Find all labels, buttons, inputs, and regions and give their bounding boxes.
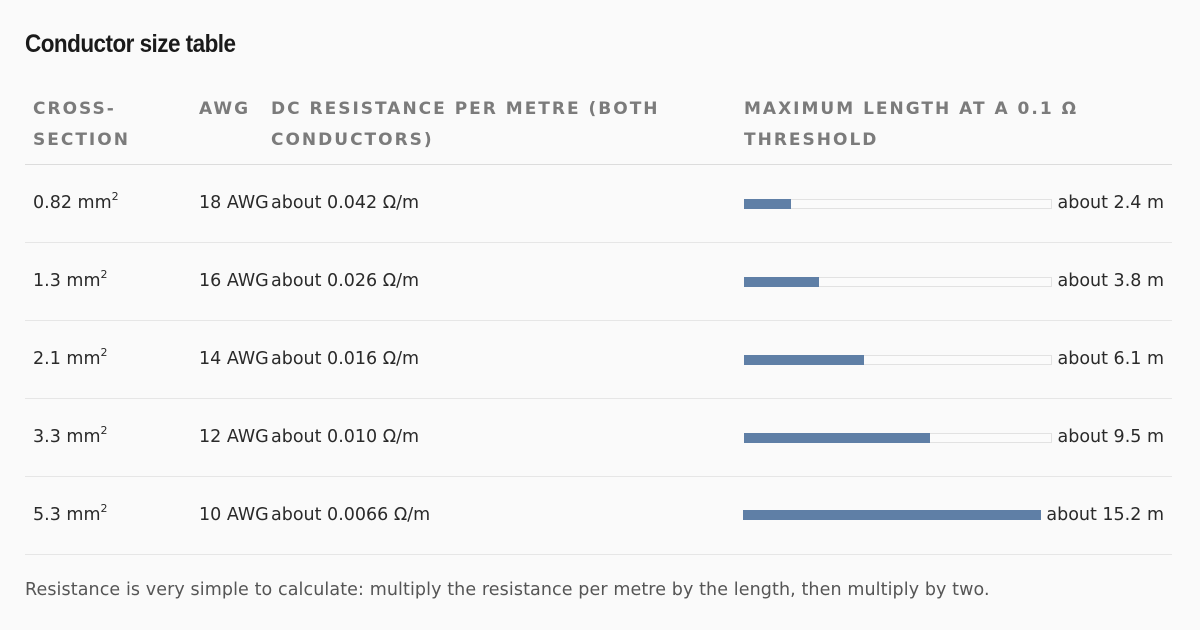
cell-awg: 18 AWG bbox=[199, 164, 271, 243]
cell-max-length: about 6.1 m bbox=[744, 320, 1172, 399]
length-bar-group: about 3.8 m bbox=[744, 266, 1164, 297]
table-row: 1.3 mm2 16 AWG about 0.026 Ω/m about 3.8 m bbox=[25, 242, 1172, 321]
table-header-row: Cross-section AWG DC resistance per metr… bbox=[25, 86, 1172, 165]
area-unit-exponent: 2 bbox=[100, 502, 108, 515]
cell-resistance: about 0.026 Ω/m bbox=[271, 242, 744, 321]
header-awg: AWG bbox=[199, 86, 271, 165]
header-dc-resistance: DC resistance per metre (both conductors… bbox=[271, 86, 744, 165]
cell-cross-section: 5.3 mm2 bbox=[25, 476, 199, 555]
cross-section-value: 1.3 mm bbox=[33, 271, 101, 291]
length-bar-fill bbox=[744, 354, 864, 365]
length-bar-label: about 15.2 m bbox=[1046, 505, 1164, 525]
table-row: 3.3 mm2 12 AWG about 0.010 Ω/m about 9.5 m bbox=[25, 398, 1172, 477]
cell-awg: 10 AWG bbox=[199, 476, 271, 555]
length-bar-group: about 9.5 m bbox=[744, 422, 1164, 453]
table-row: 2.1 mm2 14 AWG about 0.016 Ω/m about 6.1 m bbox=[25, 320, 1172, 399]
table-row: 0.82 mm2 18 AWG about 0.042 Ω/m about 2.4 m bbox=[25, 164, 1172, 243]
length-bar-fill bbox=[743, 509, 1041, 520]
cell-cross-section: 3.3 mm2 bbox=[25, 398, 199, 477]
cell-resistance: about 0.0066 Ω/m bbox=[271, 476, 744, 555]
cell-cross-section: 1.3 mm2 bbox=[25, 242, 199, 321]
table-row: 5.3 mm2 10 AWG about 0.0066 Ω/m about 15.2 … bbox=[25, 476, 1172, 555]
length-bar-fill bbox=[744, 198, 791, 209]
length-bar-track bbox=[743, 509, 1042, 521]
length-bar-fill bbox=[744, 432, 930, 443]
cell-resistance: about 0.016 Ω/m bbox=[271, 320, 744, 399]
area-unit-exponent: 2 bbox=[100, 346, 108, 359]
cell-awg: 12 AWG bbox=[199, 398, 271, 477]
length-bar-group: about 2.4 m bbox=[744, 188, 1164, 219]
cell-max-length: about 2.4 m bbox=[744, 164, 1172, 243]
cell-resistance: about 0.042 Ω/m bbox=[271, 164, 744, 243]
cell-cross-section: 2.1 mm2 bbox=[25, 320, 199, 399]
cross-section-value: 0.82 mm bbox=[33, 193, 112, 213]
cell-resistance: about 0.010 Ω/m bbox=[271, 398, 744, 477]
length-bar-fill bbox=[744, 276, 819, 287]
footnote: Resistance is very simple to calculate: … bbox=[25, 580, 990, 600]
cell-cross-section: 0.82 mm2 bbox=[25, 164, 199, 243]
cross-section-value: 5.3 mm bbox=[33, 505, 101, 525]
cell-max-length: about 15.2 m bbox=[743, 476, 1172, 555]
cross-section-value: 3.3 mm bbox=[33, 427, 101, 447]
cross-section-value: 2.1 mm bbox=[33, 349, 101, 369]
cell-max-length: about 3.8 m bbox=[744, 242, 1172, 321]
length-bar-label: about 3.8 m bbox=[1057, 271, 1165, 291]
length-bar-track bbox=[744, 276, 1052, 287]
header-cross-section: Cross-section bbox=[25, 86, 199, 165]
area-unit-exponent: 2 bbox=[100, 424, 108, 437]
table-body: 0.82 mm2 18 AWG about 0.042 Ω/m about 2.4 m… bbox=[25, 164, 1172, 555]
area-unit-exponent: 2 bbox=[111, 190, 119, 203]
length-bar-label: about 2.4 m bbox=[1057, 193, 1165, 213]
cell-max-length: about 9.5 m bbox=[744, 398, 1172, 477]
length-bar-label: about 6.1 m bbox=[1057, 349, 1165, 369]
length-bar-track bbox=[744, 354, 1052, 365]
length-bar-group: about 6.1 m bbox=[744, 344, 1164, 375]
cell-awg: 16 AWG bbox=[199, 242, 271, 321]
cell-awg: 14 AWG bbox=[199, 320, 271, 399]
length-bar-label: about 9.5 m bbox=[1057, 427, 1165, 447]
conductor-table: Cross-section AWG DC resistance per metr… bbox=[25, 86, 1172, 555]
area-unit-exponent: 2 bbox=[100, 268, 108, 281]
header-max-length: Maximum length at a 0.1 Ω threshold bbox=[744, 86, 1172, 165]
length-bar-track bbox=[744, 432, 1052, 443]
length-bar-track bbox=[744, 198, 1052, 209]
page-title: Conductor size table bbox=[25, 30, 236, 58]
length-bar-group: about 15.2 m bbox=[743, 500, 1164, 531]
